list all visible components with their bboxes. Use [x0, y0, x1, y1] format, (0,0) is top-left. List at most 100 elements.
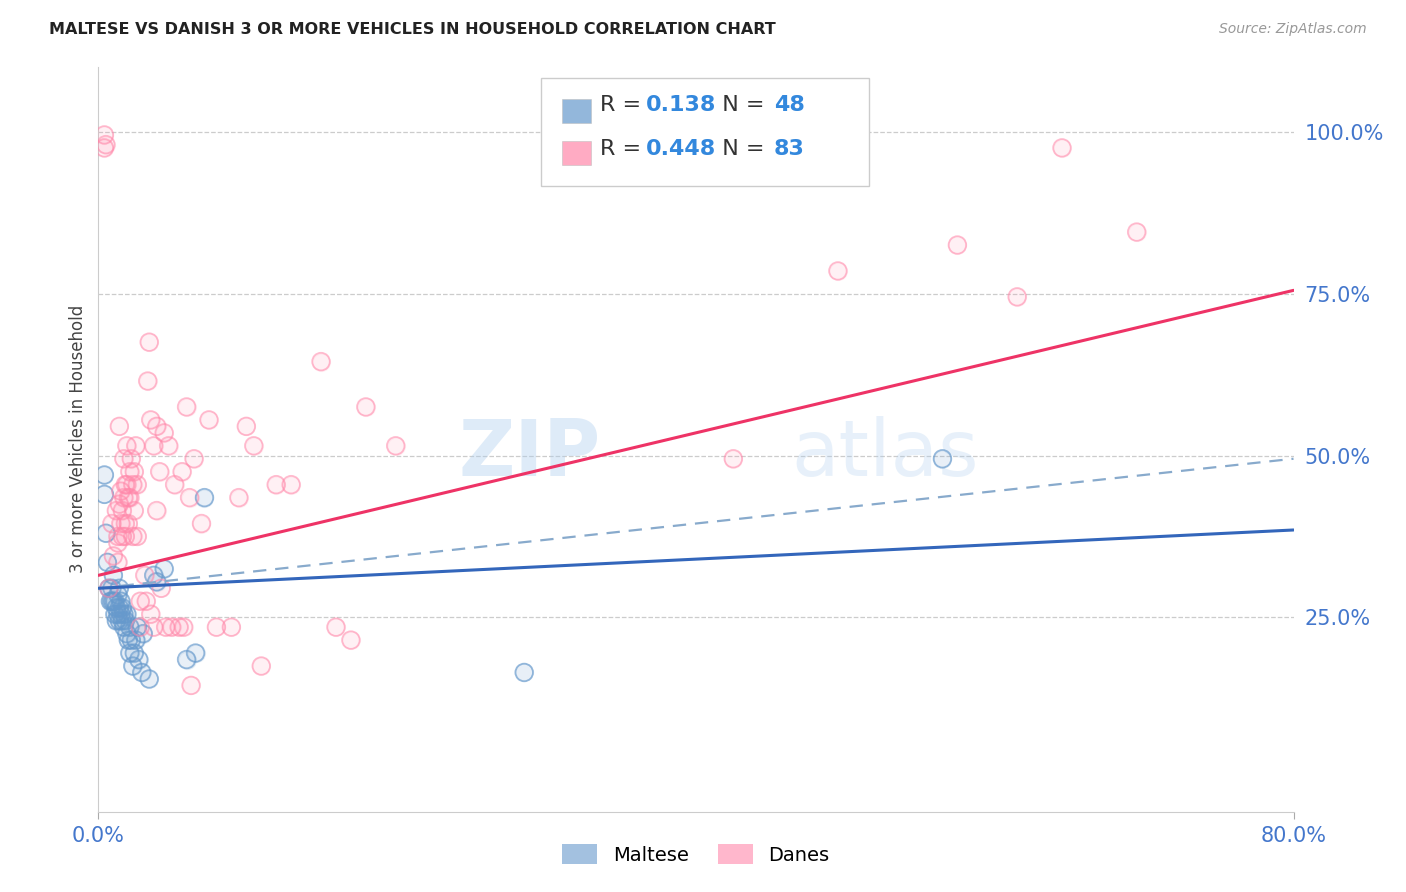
Point — [180, 678, 202, 692]
Point — [129, 620, 152, 634]
Point — [176, 400, 198, 414]
Point — [931, 451, 953, 466]
Point — [125, 633, 148, 648]
Point — [111, 529, 134, 543]
Point — [167, 620, 190, 634]
Point — [108, 419, 131, 434]
Point — [193, 491, 215, 505]
Text: N =: N = — [709, 139, 772, 159]
Point — [110, 594, 132, 608]
Point — [145, 419, 167, 434]
Point — [93, 141, 115, 155]
Point — [163, 477, 186, 491]
Point — [384, 439, 406, 453]
Point — [117, 491, 139, 505]
Point — [94, 137, 117, 152]
Point — [138, 335, 160, 350]
Point — [108, 614, 131, 628]
Point — [111, 503, 134, 517]
Point — [827, 264, 849, 278]
Point — [110, 484, 132, 499]
Point — [176, 652, 198, 666]
Point — [93, 128, 115, 142]
Point — [114, 614, 136, 628]
Point — [107, 607, 129, 622]
Text: 0.138: 0.138 — [645, 95, 716, 115]
Point — [205, 620, 228, 634]
Point — [110, 484, 132, 499]
Point — [118, 646, 141, 660]
Point — [108, 497, 131, 511]
Point — [118, 646, 141, 660]
Point — [124, 503, 146, 517]
Point — [107, 588, 129, 602]
Text: 0.448: 0.448 — [645, 139, 716, 159]
Point — [118, 620, 141, 634]
Point — [112, 607, 135, 622]
Point — [127, 529, 149, 543]
Point — [153, 425, 176, 440]
Point — [104, 594, 127, 608]
Point — [124, 646, 146, 660]
Point — [124, 503, 146, 517]
Point — [309, 354, 332, 368]
Point — [1125, 225, 1147, 239]
Point — [264, 477, 287, 491]
Point — [115, 477, 138, 491]
Point — [94, 526, 117, 541]
Text: ZIP: ZIP — [458, 417, 600, 492]
Point — [931, 451, 953, 466]
Point — [176, 652, 198, 666]
Point — [121, 659, 143, 673]
Point — [124, 465, 146, 479]
Text: R =: R = — [600, 95, 648, 115]
Point — [221, 620, 243, 634]
Point — [115, 439, 138, 453]
Point — [325, 620, 347, 634]
Point — [128, 652, 150, 666]
Point — [125, 439, 148, 453]
Point — [193, 491, 215, 505]
Point — [112, 451, 135, 466]
Point — [384, 439, 406, 453]
Point — [103, 549, 125, 563]
Point — [94, 526, 117, 541]
Point — [111, 614, 134, 628]
Point — [93, 128, 115, 142]
Point — [153, 562, 176, 576]
Point — [112, 620, 135, 634]
Point — [205, 620, 228, 634]
Point — [121, 529, 143, 543]
Point — [93, 487, 115, 501]
Point — [129, 594, 152, 608]
Point — [125, 439, 148, 453]
Point — [134, 568, 156, 582]
Point — [1050, 141, 1073, 155]
Point — [132, 626, 155, 640]
Point — [105, 614, 128, 628]
Point — [103, 568, 125, 582]
Point — [96, 555, 118, 569]
Point — [107, 536, 129, 550]
Point — [228, 491, 250, 505]
Point — [97, 582, 120, 596]
Point — [173, 620, 195, 634]
Point — [136, 374, 159, 388]
Point — [96, 555, 118, 569]
Point — [153, 562, 176, 576]
Point — [149, 465, 172, 479]
Point — [117, 491, 139, 505]
Point — [121, 477, 143, 491]
Point — [131, 665, 153, 680]
Point — [114, 477, 136, 491]
Point — [104, 607, 127, 622]
Point — [121, 529, 143, 543]
Point — [157, 439, 180, 453]
Point — [132, 626, 155, 640]
Point — [101, 582, 124, 596]
Point — [124, 465, 146, 479]
Point — [117, 516, 139, 531]
Point — [723, 451, 745, 466]
Point — [97, 582, 120, 596]
Point — [183, 451, 205, 466]
